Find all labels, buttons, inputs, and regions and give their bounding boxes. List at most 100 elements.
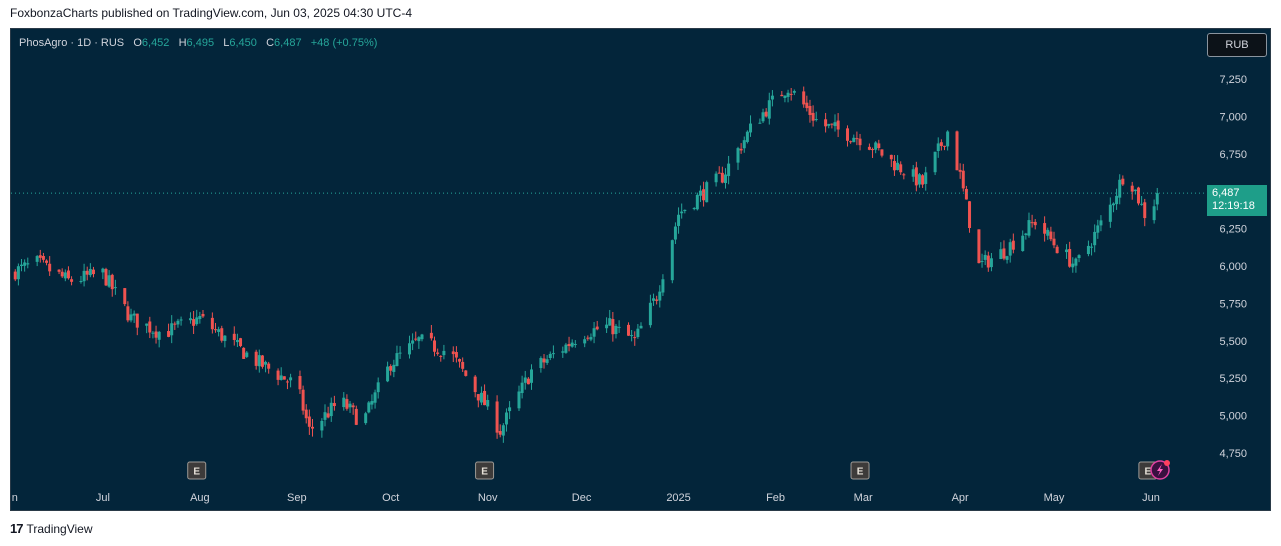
candle <box>367 400 371 414</box>
currency-button[interactable]: RUB <box>1207 33 1267 57</box>
candle <box>104 267 108 287</box>
candle <box>35 255 39 267</box>
candle <box>154 325 158 344</box>
x-tick-label-11: May <box>1044 492 1065 504</box>
candle <box>232 326 236 346</box>
candle <box>611 311 615 342</box>
candle <box>946 130 950 151</box>
candle <box>91 266 95 278</box>
candle <box>364 411 368 425</box>
candle <box>677 207 681 234</box>
candle <box>1005 255 1009 264</box>
candle <box>705 180 709 203</box>
candle <box>16 263 20 286</box>
candle <box>1027 212 1031 238</box>
candle <box>896 155 900 171</box>
x-tick-label-10: Apr <box>952 492 969 504</box>
candle <box>113 279 117 295</box>
x-tick-label-2: Aug <box>190 492 210 504</box>
candle <box>736 146 740 170</box>
candle <box>148 316 152 339</box>
candle <box>1021 230 1025 252</box>
candle <box>1140 196 1144 206</box>
candle <box>1074 257 1078 273</box>
candle <box>351 402 355 415</box>
candle <box>955 130 959 171</box>
tradingview-logo-icon: 17 <box>10 521 24 536</box>
candle <box>239 337 243 348</box>
candle <box>1046 227 1050 240</box>
earnings-marker-1[interactable]: E <box>475 461 495 480</box>
candle <box>764 108 768 118</box>
candle <box>101 267 105 280</box>
candle <box>902 173 906 180</box>
close-value: 6,487 <box>274 37 302 49</box>
candle <box>808 99 812 123</box>
candle <box>1002 240 1006 261</box>
candles-layer <box>13 86 1159 443</box>
candle <box>786 89 790 103</box>
open-value: 6,452 <box>141 37 170 49</box>
candle <box>717 166 721 174</box>
candle <box>877 139 881 151</box>
footer-brand[interactable]: 17 TradingView <box>10 521 93 536</box>
candle <box>451 346 455 363</box>
candle <box>245 350 249 359</box>
chart-panel[interactable]: 4,7505,0005,2505,5005,7506,0006,2506,500… <box>10 28 1271 511</box>
candle <box>376 377 380 399</box>
candle <box>23 259 27 272</box>
candlestick-chart[interactable]: 4,7505,0005,2505,5005,7506,0006,2506,500… <box>11 29 1271 511</box>
candle <box>398 346 402 359</box>
candle <box>260 354 264 369</box>
earnings-marker-label: E <box>193 467 200 478</box>
candle <box>201 310 205 318</box>
earnings-marker-2[interactable]: E <box>850 461 870 480</box>
candle <box>267 361 271 374</box>
candle <box>867 143 871 151</box>
candle <box>1090 243 1094 256</box>
candle <box>943 145 947 151</box>
candle <box>583 335 587 348</box>
candle <box>126 301 130 323</box>
candle <box>132 310 136 323</box>
candle <box>1152 199 1156 224</box>
candle <box>1043 216 1047 242</box>
candle <box>276 368 280 386</box>
candle <box>561 346 565 358</box>
candle <box>564 342 568 354</box>
candle <box>630 330 634 342</box>
candle <box>307 409 311 435</box>
candle <box>235 333 239 348</box>
candle <box>414 331 418 342</box>
candle <box>605 317 609 334</box>
tradingview-brand-name: TradingView <box>26 521 93 536</box>
x-tick-label-7: 2025 <box>666 492 690 504</box>
candle <box>1136 186 1140 206</box>
candle <box>329 397 333 422</box>
candle <box>880 149 884 158</box>
candle <box>436 348 440 356</box>
candle <box>655 295 659 305</box>
y-tick-label-1: 5,000 <box>1219 411 1247 423</box>
candle <box>986 251 990 272</box>
candle <box>332 395 336 411</box>
candle <box>279 367 283 381</box>
candle <box>608 309 612 326</box>
candle <box>1077 254 1081 263</box>
candle <box>792 89 796 96</box>
low-value: 6,450 <box>229 37 257 49</box>
candle <box>939 139 943 151</box>
alert-icon[interactable] <box>1150 460 1170 480</box>
candle <box>849 140 853 144</box>
publisher-line: FoxbonzaCharts published on TradingView.… <box>10 6 413 20</box>
candle <box>1133 189 1137 195</box>
candle <box>802 86 806 108</box>
candle <box>26 257 30 269</box>
x-tick-label-5: Nov <box>478 492 498 504</box>
earnings-marker-0[interactable]: E <box>187 461 207 480</box>
candle <box>548 351 552 361</box>
candle <box>617 320 621 333</box>
candle <box>461 357 465 372</box>
candle <box>85 266 89 281</box>
candle <box>439 355 443 362</box>
